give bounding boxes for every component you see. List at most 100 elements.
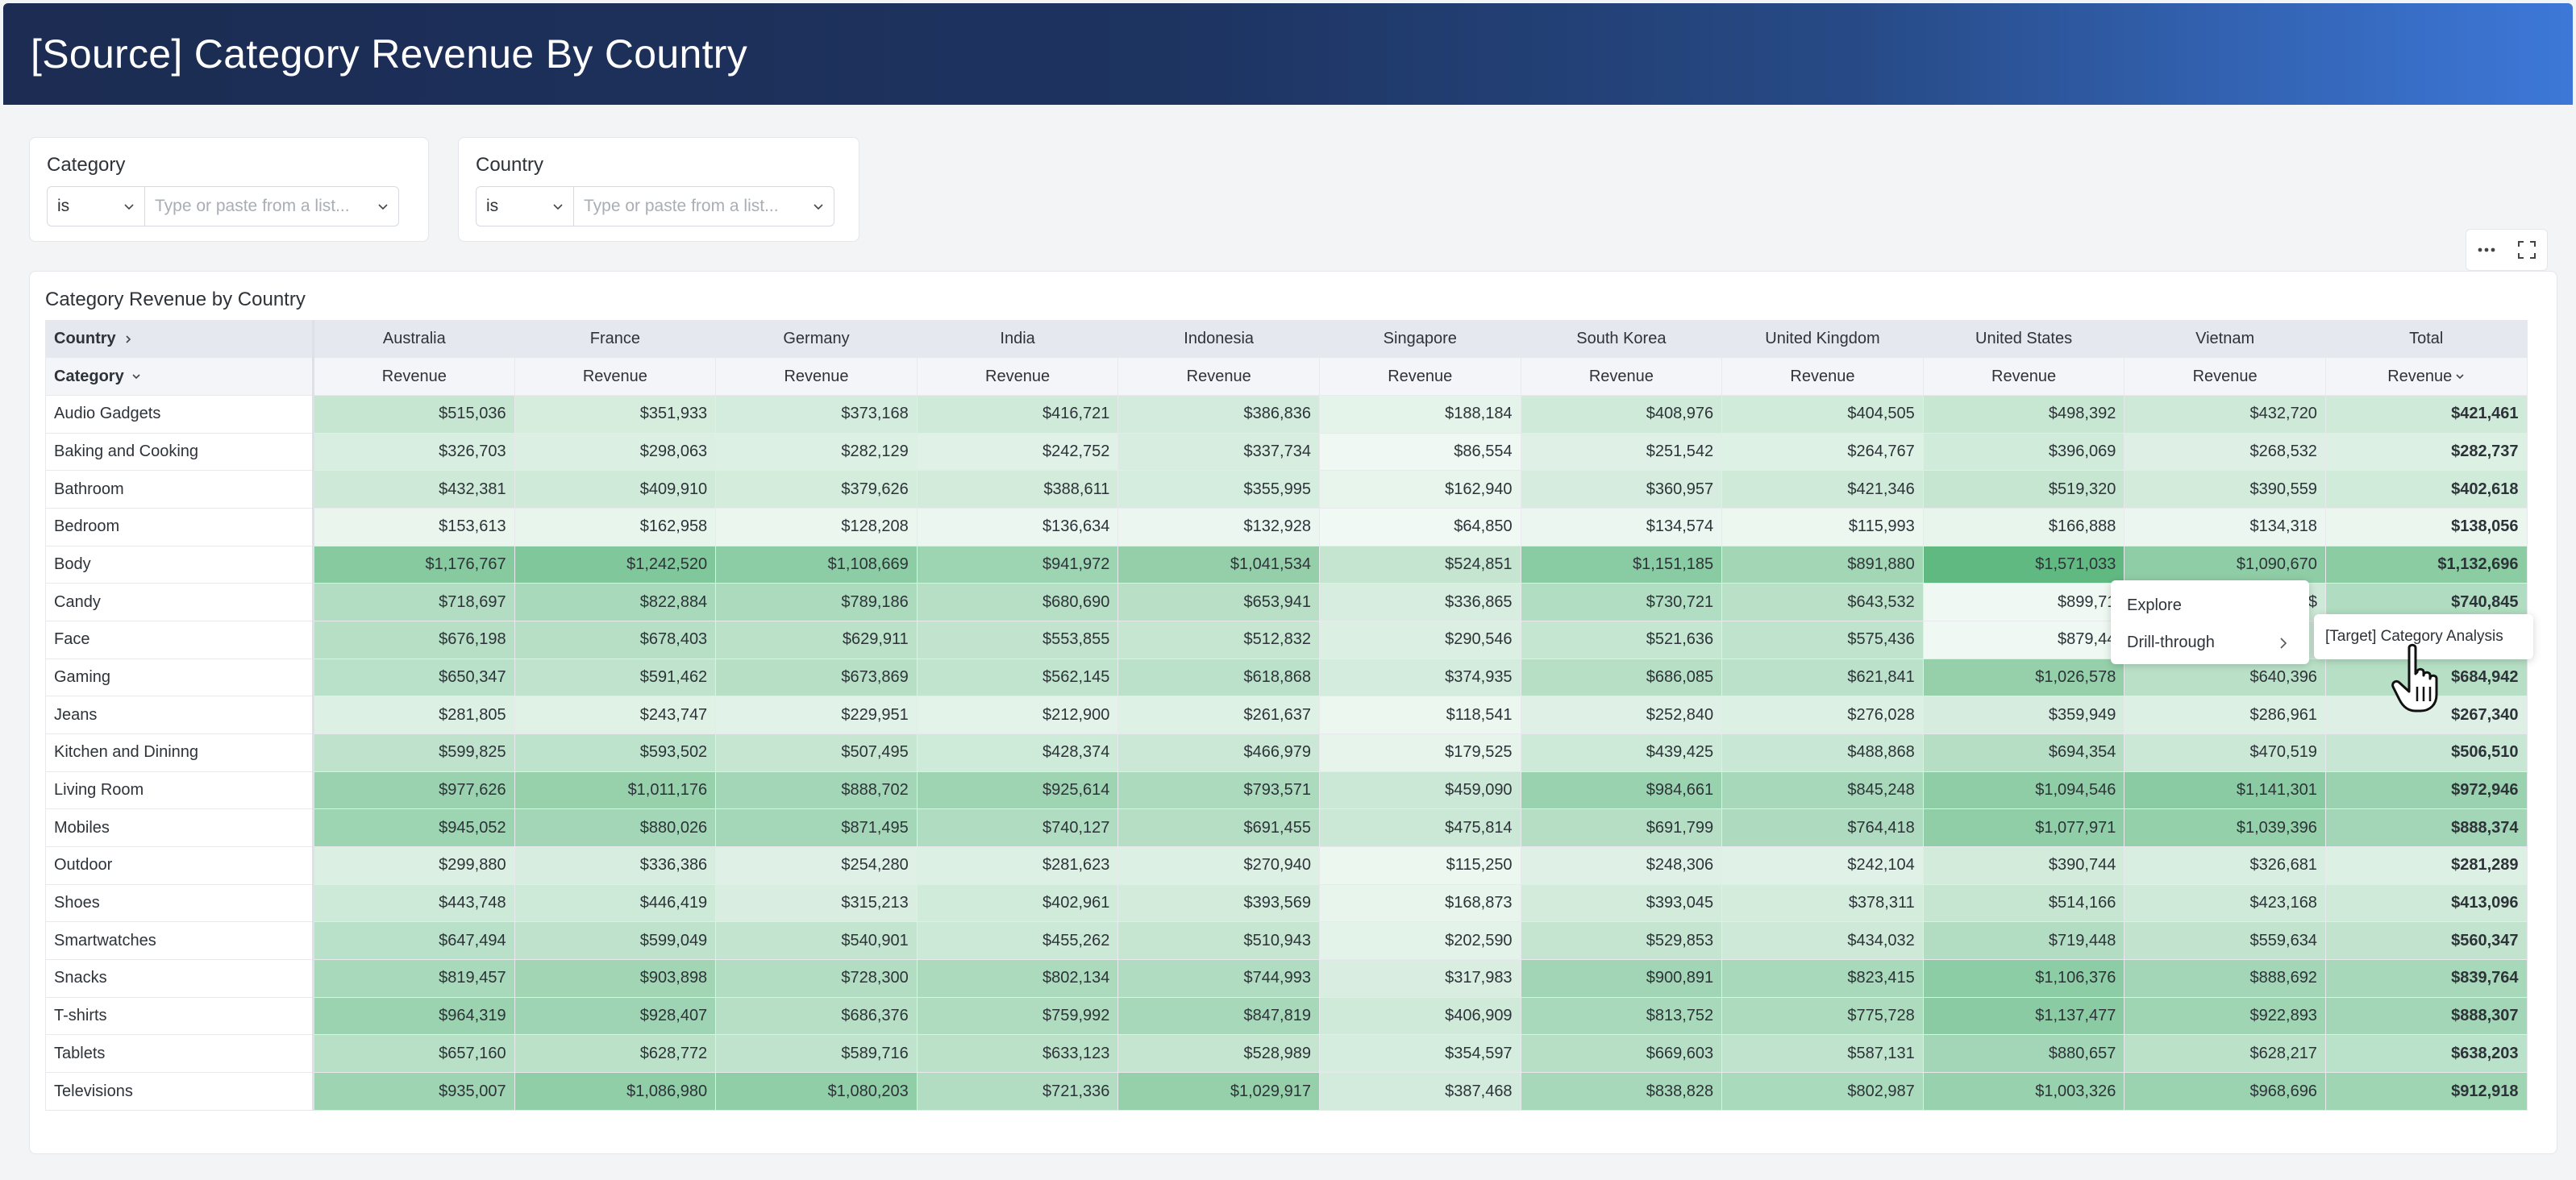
value-cell[interactable]: $374,935: [1318, 658, 1521, 697]
value-cell[interactable]: $1,242,520: [514, 545, 717, 584]
value-cell[interactable]: $459,090: [1318, 771, 1521, 810]
column-header[interactable]: Indonesia: [1117, 320, 1320, 358]
total-cell[interactable]: $506,510: [2324, 733, 2528, 772]
value-cell[interactable]: $466,979: [1117, 733, 1320, 772]
value-cell[interactable]: $439,425: [1520, 733, 1723, 772]
value-cell[interactable]: $529,853: [1520, 921, 1723, 961]
value-cell[interactable]: $488,868: [1721, 733, 1924, 772]
menu-item-drill-through[interactable]: Drill-through: [2127, 634, 2215, 651]
value-cell[interactable]: $498,392: [1922, 395, 2125, 434]
value-cell[interactable]: $512,832: [1117, 621, 1320, 659]
row-header[interactable]: Snacks: [45, 959, 314, 998]
measure-header[interactable]: Revenue: [2124, 357, 2326, 396]
value-cell[interactable]: $393,045: [1520, 883, 1723, 923]
value-cell[interactable]: $1,090,670: [2124, 545, 2326, 584]
menu-item-target-dashboard[interactable]: [Target] Category Analysis: [2325, 628, 2503, 645]
value-cell[interactable]: $587,131: [1721, 1034, 1924, 1074]
value-cell[interactable]: $396,069: [1922, 432, 2125, 472]
value-cell[interactable]: $470,519: [2124, 733, 2326, 772]
value-cell[interactable]: $718,697: [313, 583, 515, 622]
value-cell[interactable]: $730,721: [1520, 583, 1723, 622]
total-cell[interactable]: $1,132,696: [2324, 545, 2528, 584]
value-cell[interactable]: $984,661: [1520, 771, 1723, 810]
row-header[interactable]: Living Room: [45, 771, 314, 810]
value-cell[interactable]: $647,494: [313, 921, 515, 961]
value-cell[interactable]: $428,374: [916, 733, 1119, 772]
measure-header-total[interactable]: Revenue: [2324, 357, 2528, 396]
value-cell[interactable]: $254,280: [715, 846, 918, 885]
row-header[interactable]: Bedroom: [45, 508, 314, 546]
value-cell[interactable]: $242,752: [916, 432, 1119, 472]
value-cell[interactable]: $162,940: [1318, 470, 1521, 509]
value-cell[interactable]: $1,151,185: [1520, 545, 1723, 584]
value-cell[interactable]: $521,636: [1520, 621, 1723, 659]
value-cell[interactable]: $386,836: [1117, 395, 1320, 434]
row-header[interactable]: Televisions: [45, 1072, 314, 1111]
column-header[interactable]: Germany: [715, 320, 918, 358]
value-cell[interactable]: $524,851: [1318, 545, 1521, 584]
row-header[interactable]: Baking and Cooking: [45, 432, 314, 472]
value-cell[interactable]: $443,748: [313, 883, 515, 923]
value-cell[interactable]: $336,386: [514, 846, 717, 885]
value-cell[interactable]: $789,186: [715, 583, 918, 622]
value-cell[interactable]: $212,900: [916, 696, 1119, 735]
value-cell[interactable]: $153,613: [313, 508, 515, 546]
value-cell[interactable]: $618,868: [1117, 658, 1320, 697]
value-cell[interactable]: $880,657: [1922, 1034, 2125, 1074]
measure-header[interactable]: Revenue: [1520, 357, 1723, 396]
value-cell[interactable]: $528,989: [1117, 1034, 1320, 1074]
total-cell[interactable]: $560,347: [2324, 921, 2528, 961]
value-cell[interactable]: $657,160: [313, 1034, 515, 1074]
row-header[interactable]: Candy: [45, 583, 314, 622]
value-cell[interactable]: $286,961: [2124, 696, 2326, 735]
value-cell[interactable]: $115,993: [1721, 508, 1924, 546]
column-header[interactable]: Vietnam: [2124, 320, 2326, 358]
value-cell[interactable]: $416,721: [916, 395, 1119, 434]
value-cell[interactable]: $1,080,203: [715, 1072, 918, 1111]
value-cell[interactable]: $229,951: [715, 696, 918, 735]
value-cell[interactable]: $404,505: [1721, 395, 1924, 434]
value-cell[interactable]: $264,767: [1721, 432, 1924, 472]
value-cell[interactable]: $166,888: [1922, 508, 2125, 546]
value-cell[interactable]: $378,311: [1721, 883, 1924, 923]
value-cell[interactable]: $653,941: [1117, 583, 1320, 622]
value-cell[interactable]: $390,744: [1922, 846, 2125, 885]
value-cell[interactable]: $510,943: [1117, 921, 1320, 961]
value-cell[interactable]: $515,036: [313, 395, 515, 434]
value-cell[interactable]: $650,347: [313, 658, 515, 697]
value-cell[interactable]: $86,554: [1318, 432, 1521, 472]
measure-header[interactable]: Revenue: [1318, 357, 1521, 396]
value-cell[interactable]: $336,865: [1318, 583, 1521, 622]
value-cell[interactable]: $793,571: [1117, 771, 1320, 810]
total-cell[interactable]: $912,918: [2324, 1072, 2528, 1111]
value-cell[interactable]: $132,928: [1117, 508, 1320, 546]
value-cell[interactable]: $628,217: [2124, 1034, 2326, 1074]
value-cell[interactable]: $1,137,477: [1922, 996, 2125, 1036]
value-cell[interactable]: $925,614: [916, 771, 1119, 810]
value-cell[interactable]: $591,462: [514, 658, 717, 697]
value-cell[interactable]: $455,262: [916, 921, 1119, 961]
value-cell[interactable]: $744,993: [1117, 959, 1320, 998]
value-cell[interactable]: $434,032: [1721, 921, 1924, 961]
value-cell[interactable]: $813,752: [1520, 996, 1723, 1036]
total-cell[interactable]: $138,056: [2324, 508, 2528, 546]
row-header[interactable]: Shoes: [45, 883, 314, 923]
value-cell[interactable]: $359,949: [1922, 696, 2125, 735]
column-header-total[interactable]: Total: [2324, 320, 2528, 358]
measure-header[interactable]: Revenue: [313, 357, 515, 396]
row-header[interactable]: Bathroom: [45, 470, 314, 509]
value-cell[interactable]: $903,898: [514, 959, 717, 998]
row-header[interactable]: Face: [45, 621, 314, 659]
value-cell[interactable]: $593,502: [514, 733, 717, 772]
menu-item-explore[interactable]: Explore: [2127, 596, 2182, 614]
column-header[interactable]: South Korea: [1520, 320, 1723, 358]
value-cell[interactable]: $802,987: [1721, 1072, 1924, 1111]
row-header[interactable]: Gaming: [45, 658, 314, 697]
value-cell[interactable]: $900,891: [1520, 959, 1723, 998]
value-cell[interactable]: $1,106,376: [1922, 959, 2125, 998]
value-cell[interactable]: $628,772: [514, 1034, 717, 1074]
value-cell[interactable]: $888,692: [2124, 959, 2326, 998]
value-cell[interactable]: $629,911: [715, 621, 918, 659]
value-cell[interactable]: $507,495: [715, 733, 918, 772]
value-cell[interactable]: $115,250: [1318, 846, 1521, 885]
